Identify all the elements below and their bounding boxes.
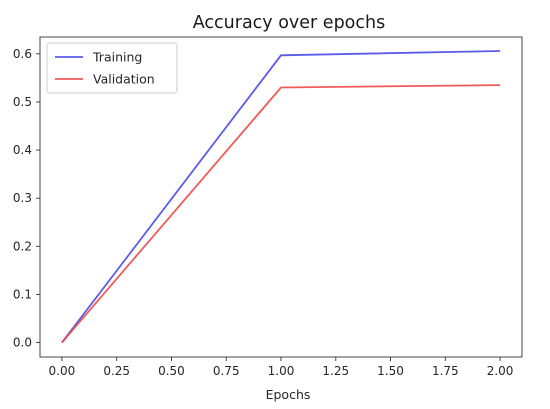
x-tick-label: 0.00 [49, 364, 76, 378]
legend-label-training: Training [92, 50, 142, 65]
x-tick-label: 2.00 [487, 364, 514, 378]
x-axis-label: Epochs [266, 387, 311, 402]
y-tick-label: 0.0 [13, 336, 32, 350]
legend-box [46, 42, 178, 94]
y-tick-label: 0.5 [13, 95, 32, 109]
x-tick-label: 1.75 [432, 364, 459, 378]
x-tick-label: 1.00 [268, 364, 295, 378]
series-line-training [61, 50, 501, 344]
y-tick-label: 0.6 [13, 47, 32, 61]
x-tick-label: 1.25 [322, 364, 349, 378]
x-tick-label: 0.75 [213, 364, 240, 378]
y-tick-label: 0.2 [13, 239, 32, 253]
legend-label-validation: Validation [93, 72, 155, 87]
x-tick-label: 0.25 [103, 364, 130, 378]
x-tick-label: 1.50 [377, 364, 404, 378]
x-axis: 0.00 0.25 0.50 0.75 1.00 1.25 1.50 1.75 2.00 [49, 357, 514, 378]
y-axis: 0.0 0.1 0.2 0.3 0.4 0.5 0.6 [13, 47, 40, 350]
y-tick-label: 0.1 [13, 287, 32, 301]
x-tick-label: 0.50 [158, 364, 185, 378]
y-tick-label: 0.4 [13, 143, 32, 157]
chart-title: Accuracy over epochs [193, 13, 385, 33]
legend: Training Validation [46, 42, 178, 94]
y-tick-label: 0.3 [13, 191, 32, 205]
series-line-validation [61, 84, 501, 344]
